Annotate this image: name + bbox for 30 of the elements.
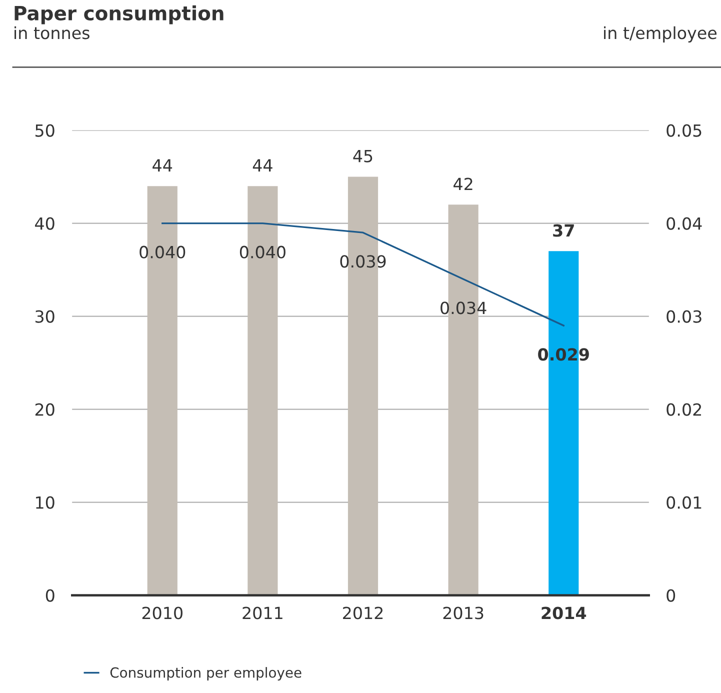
y-tick-label: 10: [36, 496, 54, 509]
data-label: 45: [353, 150, 372, 162]
chart-title: Paper consumption: [14, 5, 224, 24]
data-label: 44: [152, 159, 172, 172]
data-label: 44: [252, 159, 272, 172]
y-tick-label: 30: [35, 310, 54, 323]
data-label: 0.040: [240, 246, 286, 258]
y-tick-label: 50: [36, 124, 54, 137]
x-tick-label: 2010: [142, 606, 182, 620]
data-label: 42: [454, 178, 472, 190]
y-tick-label: 40: [35, 217, 54, 230]
data-label: 0.040: [140, 246, 186, 258]
data-label: 37: [553, 224, 574, 237]
y2-tick-label: 0.01: [666, 496, 702, 509]
data-label: 0.034: [440, 302, 486, 314]
y-tick-label: 20: [35, 403, 54, 416]
text: in tonnes: [14, 26, 90, 40]
y2-tick-label: 0.02: [666, 403, 702, 416]
y-tick-label: 0: [46, 589, 54, 602]
x-tick-label: 2013: [443, 606, 484, 620]
y2-tick-label: 0.04: [666, 217, 702, 230]
legend-label: Consumption per employee: [110, 667, 302, 680]
x-tick-label: 2012: [343, 606, 383, 620]
x-tick-label: 2014: [542, 606, 586, 620]
text: in t/employee: [604, 26, 717, 42]
y2-tick-label: 0.03: [666, 310, 702, 323]
x-tick-label: 2011: [242, 606, 282, 620]
data-label: 0.039: [340, 255, 386, 268]
y2-tick-label: 0.05: [666, 124, 702, 137]
y2-tick-label: 0: [666, 589, 676, 602]
